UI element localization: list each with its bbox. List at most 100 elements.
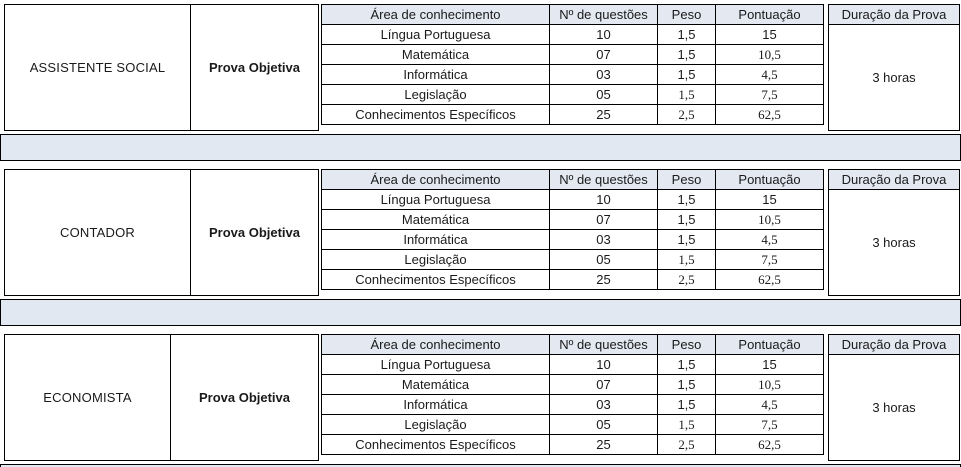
exam-type-label: Prova Objetiva <box>208 60 301 75</box>
col-header-duration: Duração da Prova <box>828 334 960 355</box>
cell-points: 62,5 <box>715 269 824 290</box>
table-row: Matemática 07 1,5 10,5 <box>321 374 824 395</box>
subjects-table: Área de conhecimento Nº de questões Peso… <box>321 4 824 125</box>
col-header-weight: Peso <box>657 169 716 190</box>
exam-type-label: Prova Objetiva <box>208 225 301 240</box>
table-row: Conhecimentos Específicos 25 2,5 62,5 <box>321 434 824 455</box>
cell-points: 7,5 <box>715 249 824 270</box>
table-row: Língua Portuguesa 10 1,5 15 <box>321 354 824 375</box>
cell-questions: 25 <box>549 269 658 290</box>
cell-questions: 25 <box>549 434 658 455</box>
separator-band <box>0 299 961 326</box>
duration-value: 3 horas <box>828 355 960 461</box>
job-title: ECONOMISTA <box>5 335 171 460</box>
cell-weight: 1,5 <box>657 64 716 85</box>
cell-weight: 1,5 <box>657 354 716 375</box>
separator-band <box>0 134 961 161</box>
cell-area: Informática <box>321 394 550 415</box>
cell-questions: 05 <box>549 249 658 270</box>
job-title: ASSISTENTE SOCIAL <box>5 5 191 130</box>
cell-questions: 05 <box>549 84 658 105</box>
cell-questions: 03 <box>549 229 658 250</box>
cell-points: 15 <box>715 354 824 375</box>
job-title: CONTADOR <box>5 170 191 295</box>
cell-points: 4,5 <box>715 229 824 250</box>
table-row: Conhecimentos Específicos 25 2,5 62,5 <box>321 269 824 290</box>
cell-area: Legislação <box>321 249 550 270</box>
col-header-weight: Peso <box>657 334 716 355</box>
duration-value: 3 horas <box>828 25 960 131</box>
col-header-questions: Nº de questões <box>549 334 658 355</box>
exam-block-contador: CONTADOR Prova Objetiva Área de conhecim… <box>4 169 961 296</box>
cell-area: Matemática <box>321 44 550 65</box>
col-header-area: Área de conhecimento <box>321 4 550 25</box>
cell-weight: 1,5 <box>657 249 716 270</box>
duration-column: Duração da Prova 3 horas <box>828 4 960 131</box>
cell-questions: 03 <box>549 394 658 415</box>
cell-weight: 1,5 <box>657 84 716 105</box>
subjects-table: Área de conhecimento Nº de questões Peso… <box>321 334 824 455</box>
cell-points: 7,5 <box>715 414 824 435</box>
cell-questions: 07 <box>549 44 658 65</box>
cell-weight: 1,5 <box>657 229 716 250</box>
table-row: Língua Portuguesa 10 1,5 15 <box>321 24 824 45</box>
cell-points: 4,5 <box>715 64 824 85</box>
cell-points: 62,5 <box>715 434 824 455</box>
table-row: Informática 03 1,5 4,5 <box>321 229 824 250</box>
cell-questions: 25 <box>549 104 658 125</box>
cell-area: Matemática <box>321 209 550 230</box>
duration-column: Duração da Prova 3 horas <box>828 169 960 296</box>
table-row: Legislação 05 1,5 7,5 <box>321 414 824 435</box>
job-group: CONTADOR Prova Objetiva <box>4 169 319 296</box>
cell-weight: 1,5 <box>657 209 716 230</box>
cell-area: Língua Portuguesa <box>321 189 550 210</box>
duration-column: Duração da Prova 3 horas <box>828 334 960 461</box>
job-group: ASSISTENTE SOCIAL Prova Objetiva <box>4 4 319 131</box>
cell-questions: 10 <box>549 24 658 45</box>
col-header-weight: Peso <box>657 4 716 25</box>
col-header-questions: Nº de questões <box>549 4 658 25</box>
subjects-table: Área de conhecimento Nº de questões Peso… <box>321 169 824 290</box>
cell-questions: 07 <box>549 209 658 230</box>
col-header-area: Área de conhecimento <box>321 334 550 355</box>
cell-points: 15 <box>715 24 824 45</box>
cell-weight: 1,5 <box>657 189 716 210</box>
cell-area: Matemática <box>321 374 550 395</box>
duration-value: 3 horas <box>828 190 960 296</box>
cell-area: Língua Portuguesa <box>321 24 550 45</box>
cell-area: Conhecimentos Específicos <box>321 434 550 455</box>
cell-area: Língua Portuguesa <box>321 354 550 375</box>
cell-weight: 2,5 <box>657 434 716 455</box>
cell-area: Legislação <box>321 414 550 435</box>
cell-weight: 1,5 <box>657 394 716 415</box>
cell-weight: 1,5 <box>657 24 716 45</box>
table-row: Língua Portuguesa 10 1,5 15 <box>321 189 824 210</box>
cell-points: 4,5 <box>715 394 824 415</box>
exam-block-economista: ECONOMISTA Prova Objetiva Área de conhec… <box>4 334 961 461</box>
cell-area: Conhecimentos Específicos <box>321 269 550 290</box>
table-header-row: Área de conhecimento Nº de questões Peso… <box>321 4 824 25</box>
table-row: Matemática 07 1,5 10,5 <box>321 44 824 65</box>
col-header-area: Área de conhecimento <box>321 169 550 190</box>
col-header-questions: Nº de questões <box>549 169 658 190</box>
cell-questions: 10 <box>549 189 658 210</box>
table-row: Conhecimentos Específicos 25 2,5 62,5 <box>321 104 824 125</box>
exam-block-assistente-social: ASSISTENTE SOCIAL Prova Objetiva Área de… <box>4 4 961 131</box>
cell-points: 62,5 <box>715 104 824 125</box>
cell-weight: 2,5 <box>657 104 716 125</box>
cell-area: Conhecimentos Específicos <box>321 104 550 125</box>
col-header-duration: Duração da Prova <box>828 4 960 25</box>
cell-questions: 10 <box>549 354 658 375</box>
table-header-row: Área de conhecimento Nº de questões Peso… <box>321 334 824 355</box>
table-row: Legislação 05 1,5 7,5 <box>321 84 824 105</box>
cell-points: 10,5 <box>715 44 824 65</box>
cell-area: Legislação <box>321 84 550 105</box>
cell-weight: 1,5 <box>657 374 716 395</box>
col-header-points: Pontuação <box>715 4 824 25</box>
cell-weight: 2,5 <box>657 269 716 290</box>
table-header-row: Área de conhecimento Nº de questões Peso… <box>321 169 824 190</box>
cell-questions: 05 <box>549 414 658 435</box>
cell-area: Informática <box>321 229 550 250</box>
col-header-points: Pontuação <box>715 334 824 355</box>
